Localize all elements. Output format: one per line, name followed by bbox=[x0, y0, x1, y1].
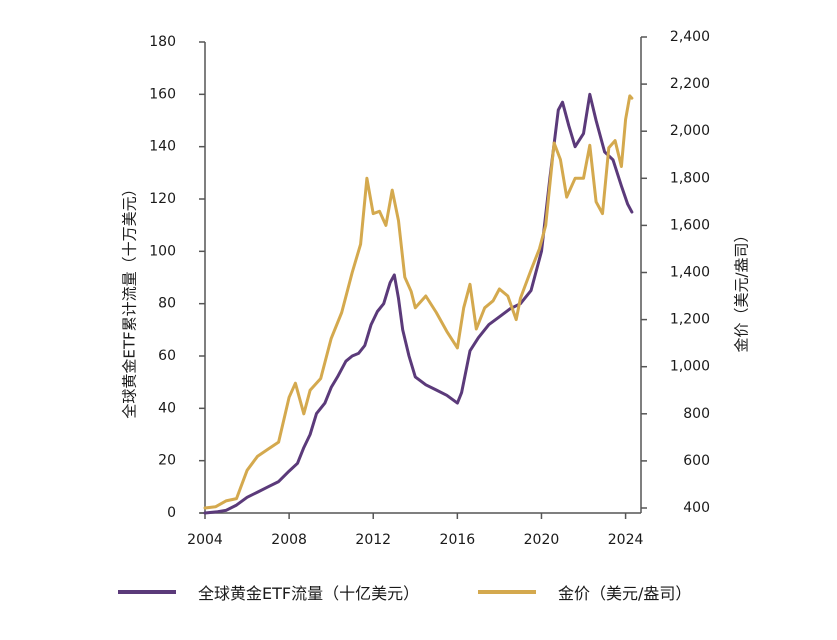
legend-label-gold-price: 金价（美元/盎司） bbox=[558, 584, 692, 603]
y-tick-label-left: 80 bbox=[158, 296, 176, 312]
y-tick-label-left: 40 bbox=[158, 400, 176, 416]
x-tick-label: 2008 bbox=[271, 532, 307, 548]
series-layer bbox=[203, 92, 634, 515]
x-tick-label: 2016 bbox=[440, 532, 476, 548]
axes bbox=[200, 37, 642, 514]
y-ticks-right: 400 600 800 1,000 1,200 1,400 1,600 1,800 2,000 2… bbox=[641, 29, 710, 516]
series-line-gold-price bbox=[203, 94, 634, 510]
y-ticks-left: 0 20 40 60 80 100 120 140 160 180 bbox=[149, 34, 205, 521]
legend-item-etf-flow: 全球黄金ETF流量（十亿美元） bbox=[118, 580, 419, 604]
x-tick-label: 2024 bbox=[608, 532, 644, 548]
y-tick-label-left: 20 bbox=[158, 453, 176, 469]
y-tick-label-right: 800 bbox=[683, 406, 710, 422]
y-tick-label-right: 1,800 bbox=[670, 170, 710, 186]
y-tick-label-right: 1,600 bbox=[670, 217, 710, 233]
x-tick-label: 2012 bbox=[355, 532, 391, 548]
x-ticks: 2004 2008 2012 2016 2020 2024 bbox=[187, 513, 643, 548]
y-tick-label-left: 60 bbox=[158, 348, 176, 364]
legend-label-etf-flow: 全球黄金ETF流量（十亿美元） bbox=[198, 584, 420, 603]
y-axis-left-title: 全球黄金ETF累计流量（十万美元） bbox=[121, 181, 139, 418]
y-tick-label-right: 1,000 bbox=[670, 359, 710, 375]
y-tick-label-left: 120 bbox=[149, 191, 176, 207]
y-tick-label-right: 2,000 bbox=[670, 123, 710, 139]
x-tick-label: 2004 bbox=[187, 532, 223, 548]
y-tick-label-right: 2,400 bbox=[670, 29, 710, 45]
y-tick-label-right: 600 bbox=[683, 453, 710, 469]
y-tick-label-right: 1,200 bbox=[670, 312, 710, 328]
y-tick-label-left: 180 bbox=[149, 34, 176, 50]
legend-item-gold-price: 金价（美元/盎司） bbox=[478, 580, 691, 604]
y-axis-right-title: 金价（美元/盎司） bbox=[733, 227, 751, 352]
series-line-etf-flow bbox=[203, 92, 634, 515]
y-tick-label-left: 100 bbox=[149, 243, 176, 259]
legend-swatch-gold-price bbox=[478, 590, 536, 594]
y-tick-label-left: 0 bbox=[167, 505, 176, 521]
y-tick-label-right: 400 bbox=[683, 500, 710, 516]
y-tick-label-left: 140 bbox=[149, 139, 176, 155]
x-tick-label: 2020 bbox=[524, 532, 560, 548]
y-tick-label-right: 2,200 bbox=[670, 76, 710, 92]
y-tick-label-left: 160 bbox=[149, 86, 176, 102]
y-tick-label-right: 1,400 bbox=[670, 265, 710, 281]
legend-swatch-etf-flow bbox=[118, 590, 176, 594]
